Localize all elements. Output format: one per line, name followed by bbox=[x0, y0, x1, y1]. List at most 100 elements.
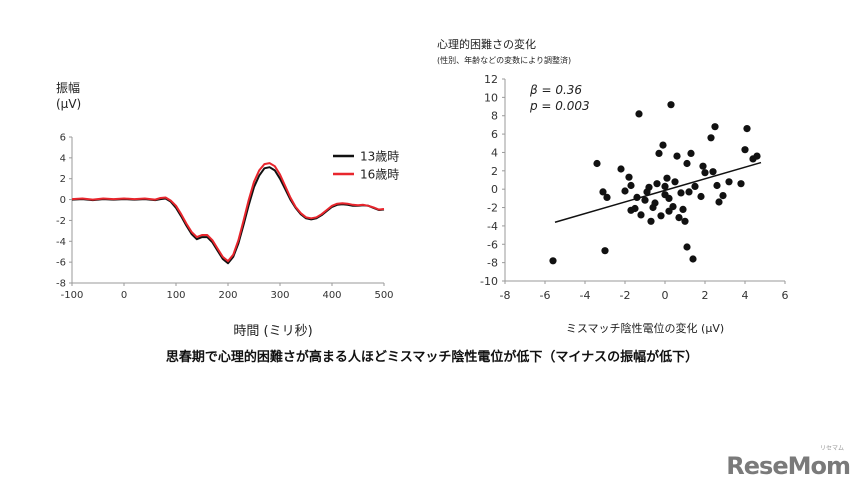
scatter-point bbox=[657, 212, 665, 220]
scatter-point bbox=[593, 159, 601, 168]
scatter-point bbox=[689, 255, 697, 263]
scatter-points bbox=[549, 101, 762, 265]
scatter-point bbox=[627, 181, 635, 190]
scatter-point bbox=[697, 192, 705, 201]
scatter-point bbox=[679, 205, 687, 213]
erp-line-chart: 振幅 (μV) 6 4 2 0 -2 -4 -6 -8-100 0 100 200 300 400 500… bbox=[56, 80, 399, 339]
scatter-x-tick-label: 6 bbox=[782, 289, 789, 302]
erp-xlabel: 時間 (ミリ秒) bbox=[233, 324, 312, 339]
scatter-point bbox=[661, 182, 669, 190]
scatter-point bbox=[663, 174, 671, 182]
erp-x-tick-label: 300 bbox=[270, 290, 289, 301]
scatter-chart: 心理的困難さの変化 (性別、年齢などの変数により調整済) 12 10 8 6 4 2 0 -2… bbox=[437, 37, 789, 335]
erp-series-lines bbox=[71, 162, 385, 265]
scatter-point bbox=[631, 204, 639, 213]
scatter-y-tick-label: 8 bbox=[491, 110, 498, 123]
scatter-point bbox=[641, 196, 649, 204]
scatter-point bbox=[741, 146, 749, 154]
erp-y-tick-label: -8 bbox=[56, 279, 66, 290]
scatter-point bbox=[713, 181, 721, 190]
scatter-point bbox=[683, 159, 691, 168]
scatter-y-tick-label: -4 bbox=[487, 220, 498, 233]
scatter-point bbox=[665, 194, 673, 202]
erp-y-tick-label: -4 bbox=[56, 237, 66, 248]
scatter-annotation-p: p = 0.003 bbox=[529, 99, 590, 113]
scatter-point bbox=[601, 247, 609, 255]
scatter-point bbox=[707, 134, 715, 142]
scatter-point bbox=[655, 149, 663, 157]
scatter-x-tick-label: 4 bbox=[742, 289, 749, 302]
scatter-y-tick-label: 2 bbox=[491, 165, 498, 178]
scatter-point bbox=[651, 199, 659, 207]
scatter-y-tick-label: -2 bbox=[487, 202, 498, 215]
scatter-point bbox=[633, 193, 641, 201]
scatter-point bbox=[667, 101, 675, 109]
scatter-point bbox=[683, 243, 691, 251]
erp-x-tick-label: -100 bbox=[61, 290, 84, 301]
scatter-y-tick-label: 4 bbox=[491, 146, 498, 159]
erp-series-line-1 bbox=[71, 166, 385, 265]
logo-subtext: リセマム bbox=[819, 445, 844, 452]
scatter-y-tick-label: 10 bbox=[484, 91, 498, 104]
scatter-x-tick-label: 2 bbox=[702, 289, 709, 302]
scatter-xlabel: ミスマッチ陰性電位の変化 (μV) bbox=[566, 321, 724, 335]
scatter-point bbox=[685, 188, 693, 196]
erp-y-tick-label: -2 bbox=[56, 216, 66, 227]
scatter-point bbox=[701, 169, 709, 177]
scatter-point bbox=[709, 168, 717, 176]
erp-y-tick-label: 6 bbox=[60, 133, 66, 144]
scatter-y-tick-label: 6 bbox=[491, 128, 498, 141]
scatter-point bbox=[625, 173, 633, 181]
erp-ylabel-line1: 振幅 bbox=[56, 80, 80, 95]
scatter-point bbox=[725, 178, 733, 186]
scatter-point bbox=[671, 178, 679, 186]
scatter-point bbox=[673, 152, 681, 160]
erp-x-tick-label: 400 bbox=[322, 290, 341, 301]
scatter-y-tick-label: -8 bbox=[487, 257, 498, 270]
scatter-point bbox=[635, 110, 643, 118]
scatter-x-tick-label: 0 bbox=[662, 289, 669, 302]
scatter-x-tick-label: -8 bbox=[500, 289, 511, 302]
erp-x-tick-label: 100 bbox=[166, 290, 185, 301]
scatter-point bbox=[659, 141, 667, 149]
erp-ylabel-line2: (μV) bbox=[56, 97, 81, 111]
scatter-point bbox=[737, 180, 745, 188]
scatter-point bbox=[549, 257, 557, 265]
regression-line bbox=[554, 161, 762, 223]
scatter-subtitle: (性別、年齢などの変数により調整済) bbox=[437, 55, 571, 65]
scatter-point bbox=[743, 125, 751, 133]
scatter-title: 心理的困難さの変化 bbox=[437, 37, 536, 51]
erp-y-tick-label: 4 bbox=[60, 153, 66, 164]
erp-legend-label: 13歳時 bbox=[360, 150, 399, 164]
scatter-point bbox=[647, 217, 655, 225]
erp-legend-label: 16歳時 bbox=[360, 168, 399, 182]
erp-x-tick-label: 500 bbox=[374, 290, 393, 301]
scatter-point bbox=[653, 180, 661, 188]
scatter-point bbox=[753, 152, 761, 160]
scatter-y-tick-label: 0 bbox=[491, 183, 498, 196]
erp-legend: 13歳時 16歳時 bbox=[333, 150, 399, 182]
scatter-y-tick-label: 12 bbox=[484, 73, 498, 86]
erp-y-tick-label: -6 bbox=[56, 258, 66, 269]
scatter-point bbox=[621, 187, 629, 195]
resemom-logo: ReseMom bbox=[726, 452, 851, 480]
erp-x-tick-label: 0 bbox=[121, 290, 127, 301]
scatter-y-tick-label: -10 bbox=[480, 275, 498, 288]
scatter-point bbox=[617, 165, 625, 173]
erp-axes: 6 4 2 0 -2 -4 -6 -8-100 0 100 200 300 400 500 bbox=[56, 133, 394, 302]
scatter-point bbox=[677, 189, 685, 197]
scatter-point bbox=[675, 214, 683, 222]
scatter-point bbox=[691, 182, 699, 190]
scatter-point bbox=[599, 188, 607, 196]
scatter-x-tick-label: -4 bbox=[580, 289, 591, 302]
scatter-point bbox=[711, 123, 719, 131]
erp-y-tick-label: 2 bbox=[60, 174, 66, 185]
scatter-x-tick-label: -6 bbox=[540, 289, 551, 302]
erp-y-tick-label: 0 bbox=[60, 195, 66, 206]
scatter-point bbox=[719, 192, 727, 200]
scatter-point bbox=[669, 203, 677, 211]
figure-caption: 思春期で心理的困難さが高まる人ほどミスマッチ陰性電位が低下（マイナスの振幅が低下… bbox=[165, 350, 699, 365]
